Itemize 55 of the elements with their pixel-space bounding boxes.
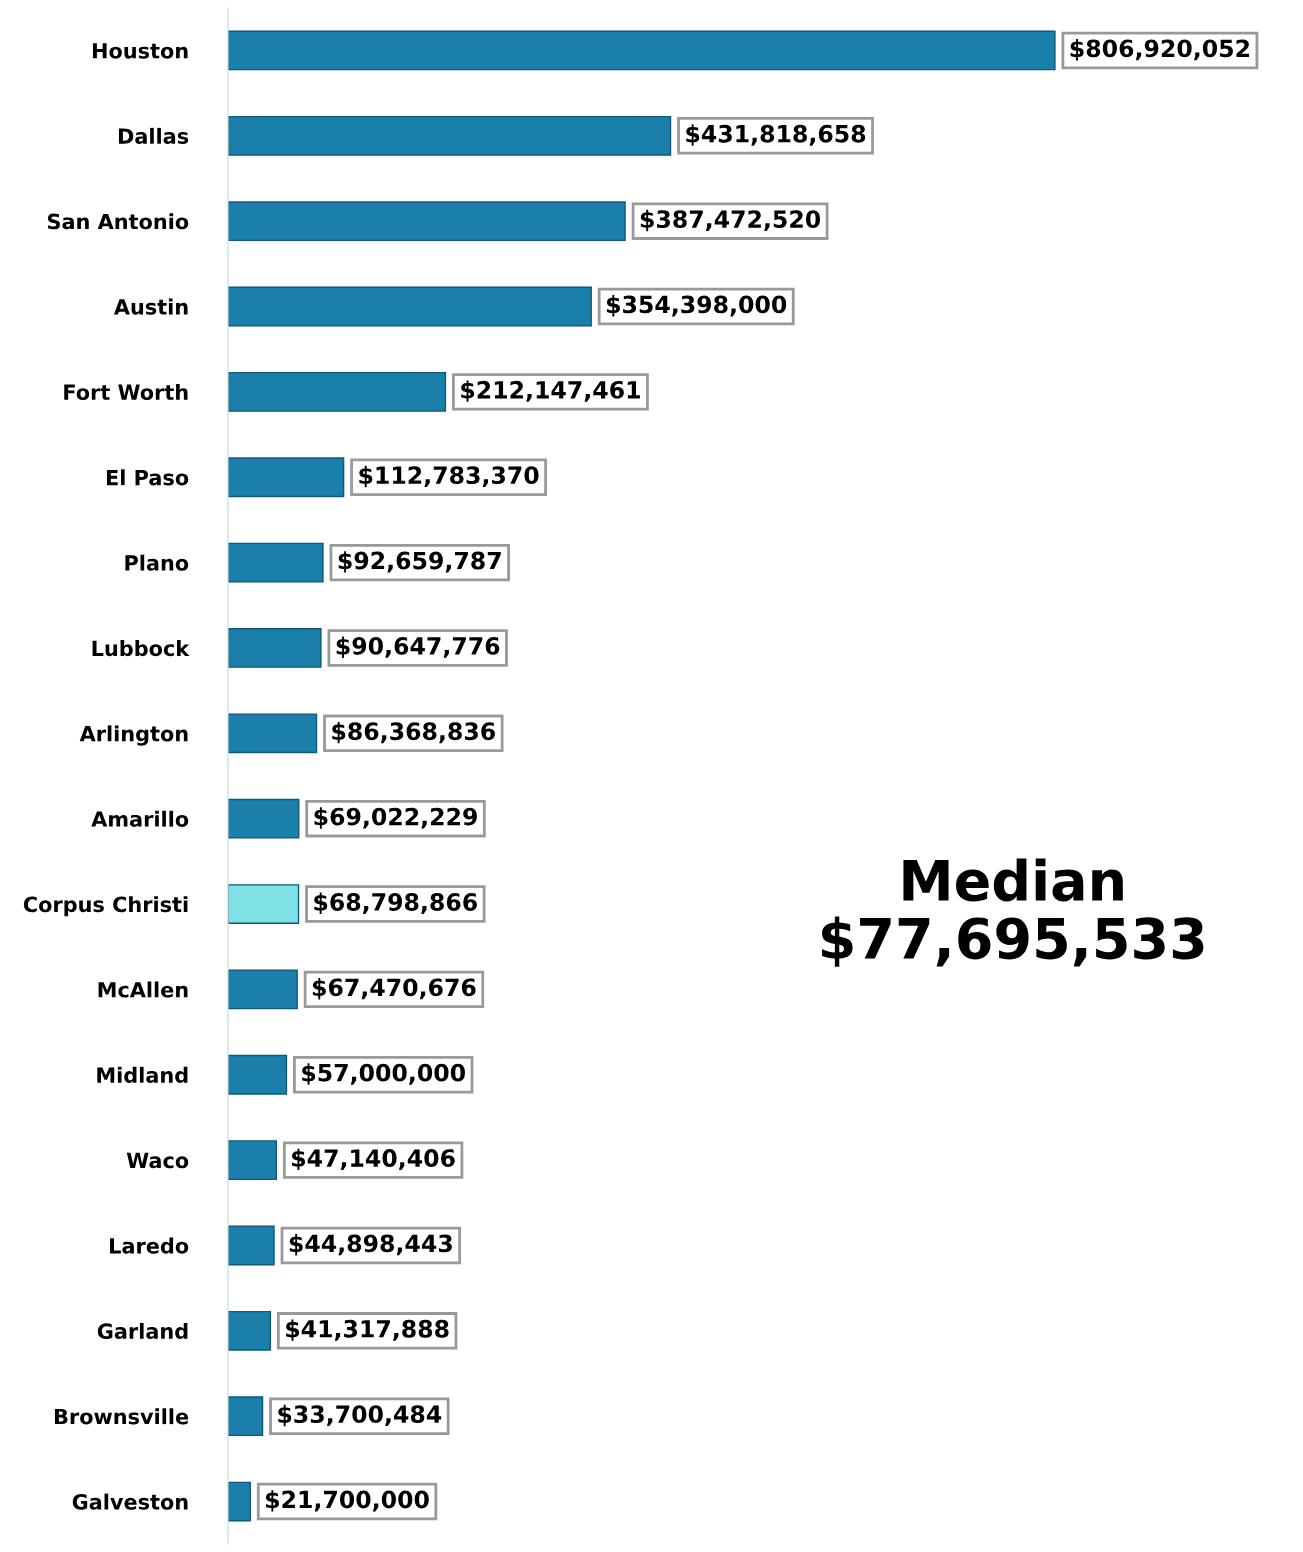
y-tick-label: Amarillo [91, 810, 189, 827]
data-label: $68,798,866 [314, 892, 477, 915]
y-tick-label: Fort Worth [64, 383, 188, 401]
data-label: $21,700,000 [266, 1490, 429, 1512]
data-label: $212,147,461 [461, 380, 640, 402]
y-tick-label: Plano [125, 554, 189, 571]
y-tick-label: Lubbock [92, 640, 190, 657]
y-tick-label: Midland [97, 1066, 188, 1083]
y-tick-label: McAllen [98, 981, 188, 998]
y-tick-label: Austin [113, 298, 188, 315]
bar [228, 628, 322, 668]
bar [228, 115, 672, 156]
y-tick-label: El Paso [106, 469, 189, 486]
data-label: $41,317,888 [286, 1319, 449, 1341]
data-label: $92,659,787 [338, 551, 501, 573]
bar [228, 286, 592, 327]
bar [228, 371, 447, 412]
y-tick-label: Dallas [118, 127, 189, 145]
bar [228, 713, 318, 754]
bar [228, 969, 298, 1010]
data-label: $806,920,052 [1070, 39, 1249, 61]
data-label: $431,818,658 [686, 124, 866, 146]
bar [228, 798, 300, 839]
y-tick-label: Galveston [72, 1493, 188, 1510]
bar [228, 1310, 272, 1351]
y-tick-label: Garland [97, 1322, 188, 1340]
data-label: $86,368,836 [332, 721, 495, 744]
data-label: $112,783,370 [359, 465, 539, 488]
bar [228, 1481, 251, 1522]
bar [228, 1140, 278, 1181]
data-label: $354,398,000 [606, 295, 787, 317]
y-tick-label: Waco [126, 1152, 189, 1169]
y-tick-label: Arlington [79, 725, 188, 746]
bar [228, 457, 345, 498]
bar [228, 30, 1056, 71]
data-label: $44,898,443 [289, 1234, 452, 1256]
bar [228, 542, 324, 583]
data-label: $57,000,000 [302, 1063, 465, 1085]
bar [228, 884, 300, 924]
bar [228, 1396, 264, 1437]
bar [228, 1054, 288, 1095]
data-label: $69,022,229 [314, 807, 477, 829]
y-tick-label: Corpus Christi [23, 896, 188, 917]
y-tick-label: San Antonio [47, 213, 189, 230]
data-label: $387,472,520 [640, 209, 821, 232]
y-tick-label: Houston [92, 43, 188, 59]
bar [228, 1225, 275, 1266]
data-label: $33,700,484 [278, 1404, 442, 1427]
bar [228, 201, 626, 242]
y-tick-label: Brownsville [54, 1408, 189, 1425]
data-label: $47,140,406 [292, 1148, 455, 1171]
data-label: $67,470,676 [312, 977, 476, 1000]
y-tick-label: Laredo [110, 1237, 189, 1254]
annotation: Median $77,695,533 [822, 858, 1204, 967]
data-label: $90,647,776 [336, 636, 500, 658]
